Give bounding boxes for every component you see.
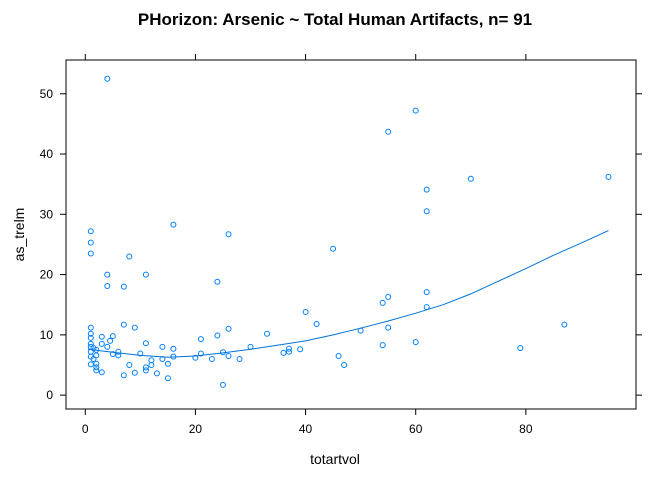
data-point bbox=[87, 228, 94, 235]
scatter-points bbox=[87, 75, 612, 388]
data-point bbox=[225, 231, 232, 238]
plot-frame bbox=[65, 59, 637, 410]
data-point bbox=[341, 362, 348, 368]
data-point bbox=[93, 360, 100, 367]
data-point bbox=[385, 324, 392, 331]
data-point bbox=[115, 348, 122, 355]
data-point bbox=[379, 299, 386, 306]
data-point bbox=[236, 356, 243, 362]
data-point bbox=[335, 353, 342, 359]
data-point bbox=[153, 370, 160, 377]
data-point bbox=[379, 342, 386, 349]
chart-title: PHorizon: Arsenic ~ Total Human Artifact… bbox=[138, 10, 532, 29]
data-point bbox=[467, 175, 474, 182]
data-point bbox=[313, 321, 320, 327]
data-point bbox=[107, 337, 114, 344]
data-point bbox=[87, 330, 94, 337]
data-point bbox=[126, 253, 133, 260]
data-point bbox=[142, 367, 149, 374]
data-point bbox=[87, 340, 94, 347]
data-point bbox=[197, 336, 204, 343]
data-point bbox=[104, 343, 111, 350]
x-tick-label: 20 bbox=[189, 422, 203, 436]
data-point bbox=[192, 354, 199, 361]
data-point bbox=[104, 283, 111, 289]
data-point bbox=[423, 186, 430, 193]
data-point bbox=[98, 340, 105, 347]
y-tick-label: 40 bbox=[40, 147, 54, 161]
data-point bbox=[142, 364, 149, 371]
y-tick-label: 50 bbox=[40, 87, 54, 101]
data-point bbox=[385, 128, 392, 135]
data-point bbox=[98, 369, 105, 376]
data-point bbox=[104, 75, 111, 82]
data-point bbox=[93, 352, 100, 359]
smooth-trend-line bbox=[87, 230, 609, 358]
x-tick-label: 40 bbox=[299, 422, 313, 436]
data-point bbox=[214, 332, 221, 339]
data-point bbox=[280, 349, 287, 356]
data-point bbox=[197, 350, 204, 357]
data-point bbox=[561, 321, 568, 328]
y-tick-label: 20 bbox=[40, 268, 54, 282]
data-point bbox=[120, 372, 127, 379]
data-point bbox=[208, 356, 215, 362]
data-point bbox=[137, 350, 144, 357]
data-point bbox=[87, 239, 94, 246]
data-point bbox=[142, 340, 149, 347]
data-point bbox=[159, 343, 166, 350]
y-tick-label: 0 bbox=[46, 388, 53, 402]
data-point bbox=[286, 348, 292, 355]
axis-ticks: 0 20 40 60 80 0 10 20 30 40 50 bbox=[40, 54, 642, 436]
data-point bbox=[385, 293, 392, 300]
x-tick-label: 60 bbox=[409, 422, 423, 436]
data-point bbox=[164, 375, 171, 382]
data-point bbox=[164, 360, 171, 367]
data-point bbox=[412, 107, 419, 114]
x-tick-label: 0 bbox=[82, 422, 89, 436]
data-point bbox=[605, 173, 612, 180]
x-axis-label: totartvol bbox=[310, 451, 360, 467]
data-point bbox=[109, 333, 116, 340]
data-point bbox=[423, 208, 430, 215]
data-point bbox=[330, 245, 337, 252]
data-point bbox=[220, 381, 226, 388]
data-point bbox=[286, 345, 292, 352]
data-point bbox=[131, 369, 138, 376]
data-point bbox=[109, 351, 116, 358]
data-point bbox=[148, 362, 155, 368]
data-point bbox=[170, 221, 177, 228]
data-point bbox=[87, 324, 94, 331]
data-point bbox=[126, 362, 133, 368]
y-axis-label: as_trelm bbox=[11, 208, 27, 262]
smooth-lines bbox=[87, 230, 609, 358]
data-point bbox=[170, 345, 177, 352]
data-point bbox=[225, 325, 232, 332]
data-point bbox=[87, 334, 94, 341]
data-point bbox=[120, 321, 127, 328]
data-point bbox=[87, 250, 94, 257]
data-point bbox=[98, 333, 105, 340]
data-point bbox=[423, 289, 430, 296]
data-point bbox=[297, 346, 304, 353]
data-point bbox=[104, 271, 111, 278]
data-point bbox=[131, 324, 138, 331]
data-point bbox=[148, 357, 155, 364]
data-point bbox=[93, 364, 100, 371]
data-point bbox=[142, 271, 149, 278]
data-point bbox=[264, 330, 270, 337]
data-point bbox=[214, 278, 221, 285]
data-point bbox=[90, 356, 97, 362]
data-point bbox=[87, 361, 94, 368]
data-point bbox=[517, 345, 524, 352]
data-point bbox=[120, 283, 127, 290]
data-point bbox=[93, 367, 100, 374]
y-tick-label: 10 bbox=[40, 328, 54, 342]
data-point bbox=[302, 309, 309, 315]
data-point bbox=[412, 339, 419, 346]
x-tick-label: 80 bbox=[519, 422, 533, 436]
data-point bbox=[225, 353, 232, 359]
y-tick-label: 30 bbox=[40, 207, 54, 221]
